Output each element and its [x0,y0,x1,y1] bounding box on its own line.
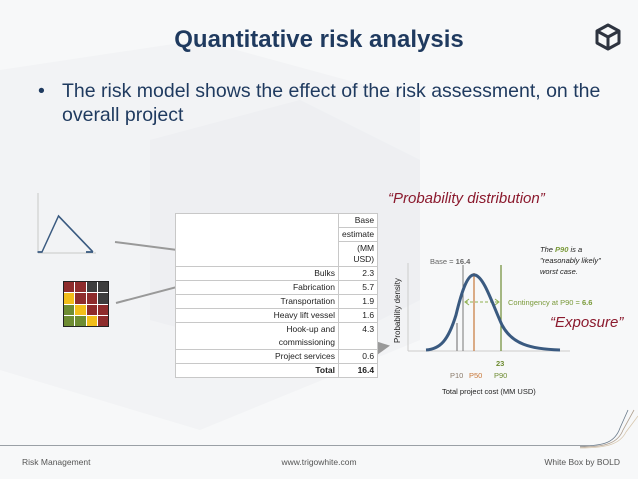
p90-marker-label: P90 [494,371,507,380]
probability-density-chart: Probability density Base = 16.4 Continge… [393,257,592,396]
row-value: 1.9 [337,294,379,309]
footer-left: Risk Management [22,457,91,467]
header-line: estimate [337,227,379,242]
bullet-marker: • [38,80,45,102]
row-value: 1.6 [337,308,379,323]
row-value: 5.7 [337,280,379,295]
row-label: Hook-up and [175,322,339,336]
risk-matrix-cell [64,304,75,315]
risk-matrix-cell [64,293,75,304]
p90-note-text: is a "reasonably likely" worst case. [540,245,601,276]
bullet-text: The risk model shows the effect of the r… [62,80,601,126]
probability-distribution-label: “Probability distribution” [388,190,545,207]
risk-matrix-cell [64,315,75,326]
total-value: 16.4 [337,363,379,378]
risk-matrix-cell [64,282,75,293]
table-header-row: Base [175,213,379,267]
risk-matrix-cell [86,282,97,293]
risk-matrix-cell [75,282,86,293]
risk-matrix-cell [86,304,97,315]
row-value: 0.6 [337,349,379,364]
base-estimate-table: Base estimate (MM USD) Bulks 2.3 Fabrica… [175,213,379,378]
exposure-label: “Exposure” [550,314,624,331]
row-label: Project services [175,349,339,364]
table-row: Project services 0.6 [175,349,379,364]
total-label: Total [175,363,339,378]
risk-matrix-cell [97,315,108,326]
table-row: Heavy lift vessel 1.6 [175,308,379,323]
table-row: Fabrication 5.7 [175,280,379,295]
decorative-swoosh [580,409,638,449]
table-row: Transportation 1.9 [175,294,379,309]
header-empty-cell [175,213,339,267]
header-line: Base [337,213,379,228]
row-label-continued: commissioning [175,336,339,350]
footer-right: White Box by BOLD [544,457,620,467]
header-line: (MM USD) [337,241,379,267]
risk-matrix-cell [75,315,86,326]
y-axis-label: Probability density [393,278,402,343]
base-label: Base = 16.4 [430,257,471,266]
p90-note-text: The [540,245,556,254]
p90-note: The P90 is a "reasonably likely" worst c… [540,244,620,277]
cube-icon [595,23,621,51]
risk-matrix-cell [97,282,108,293]
table-row: Bulks 2.3 [175,266,379,281]
x-axis-label: Total project cost (MM USD) [442,387,536,396]
risk-matrix-cell [75,304,86,315]
p10-marker-label: P10 [450,371,463,380]
risk-matrix-cell [86,315,97,326]
table-row: Hook-up and 4.3 [175,322,379,350]
footer-center: www.trigowhite.com [281,457,357,467]
risk-matrix-cell [86,293,97,304]
table-total-row: Total 16.4 [175,363,379,378]
row-label: Transportation [175,294,339,309]
p90-note-highlight: P90 [555,245,569,254]
risk-matrix-cell [97,293,108,304]
contingency-label: Contingency at P90 = 6.6 [508,298,592,307]
row-label: Bulks [175,266,339,281]
row-label: Heavy lift vessel [175,308,339,323]
row-label: Fabrication [175,280,339,295]
p90-value-label: 23 [496,359,504,368]
footer-divider [0,445,590,446]
risk-matrix-cell [75,293,86,304]
p50-marker-label: P50 [469,371,482,380]
risk-matrix [63,281,109,327]
row-value: 2.3 [337,266,379,281]
triangular-distribution-icon [37,193,96,254]
slide-title: Quantitative risk analysis [174,26,464,53]
risk-matrix-cell [97,304,108,315]
row-value: 4.3 [337,322,379,350]
